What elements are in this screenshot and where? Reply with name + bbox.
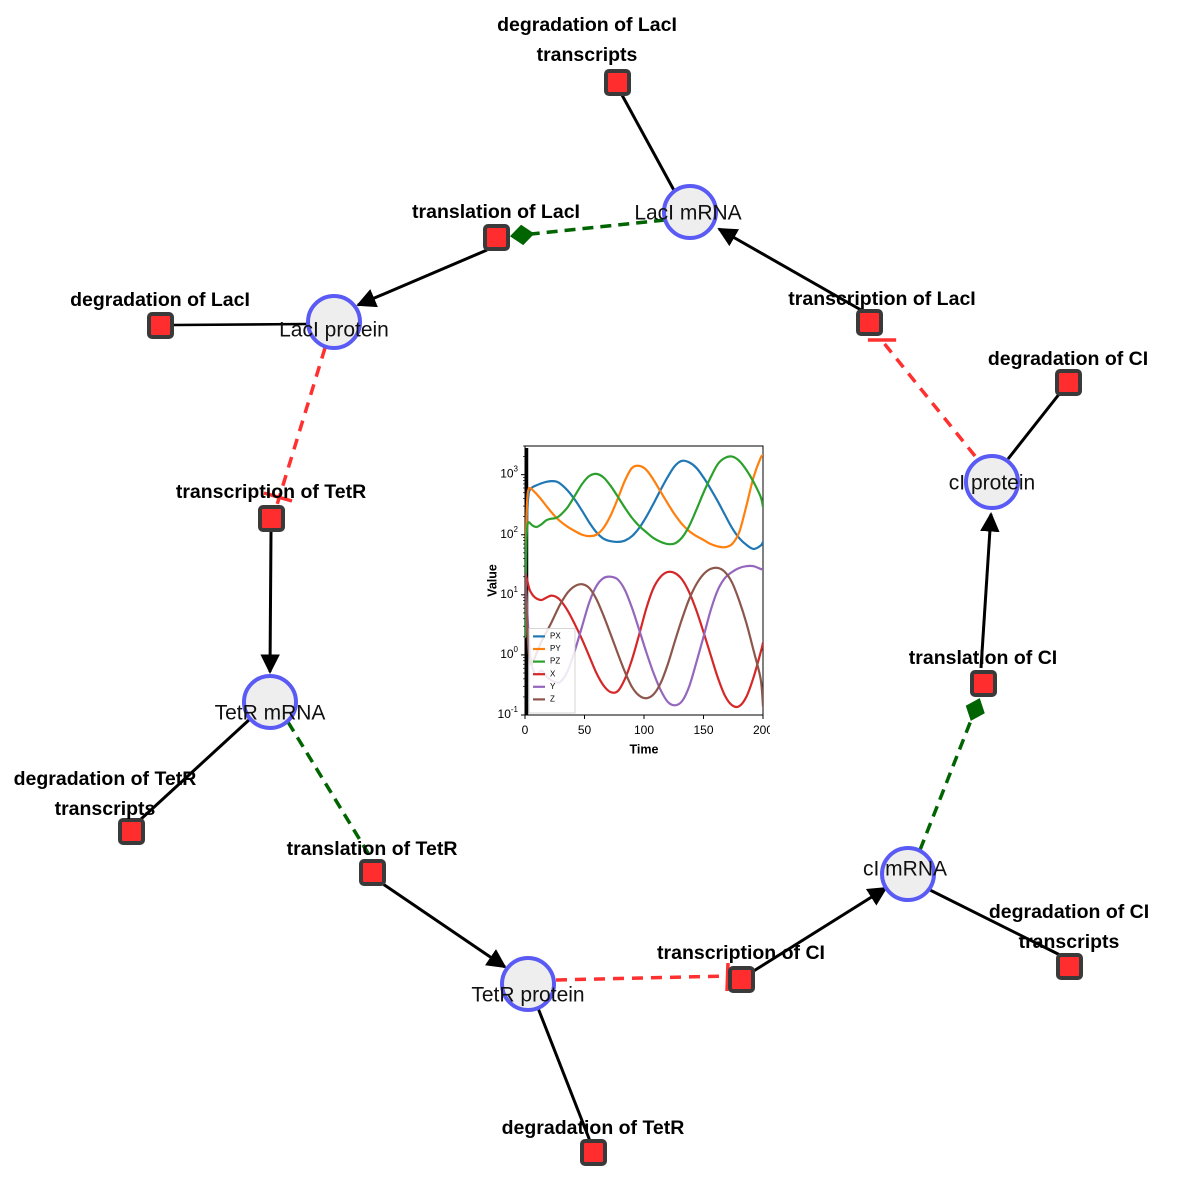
chart-line-PX bbox=[525, 459, 763, 638]
edge-ci-mrna-to-translation-ci bbox=[918, 698, 985, 851]
legend-label-Y: Y bbox=[550, 682, 556, 691]
reaction-node-degradation-ci-transcripts[interactable] bbox=[1056, 953, 1083, 980]
reaction-label-transcription-tetr: transcription of TetR bbox=[176, 481, 366, 503]
edge-layer bbox=[138, 94, 1062, 1142]
species-node-tetr-protein[interactable] bbox=[500, 956, 556, 1012]
legend-label-Z: Z bbox=[550, 695, 555, 704]
reaction-node-transcription-laci[interactable] bbox=[856, 309, 883, 336]
edge-laci-mrna-to-translation-laci bbox=[509, 218, 666, 246]
edge-deg-laci-transcripts-to-laci-mrna bbox=[620, 94, 678, 195]
reaction-label-degradation-tetr: degradation of TetR bbox=[502, 1117, 685, 1139]
species-label-ci-protein: cI protein bbox=[949, 472, 1035, 495]
species-node-tetr-mrna[interactable] bbox=[242, 674, 298, 730]
reaction-node-translation-tetr[interactable] bbox=[359, 859, 386, 886]
reaction-label-degradation-laci-transcripts-line2: transcripts bbox=[537, 44, 638, 66]
legend-label-PY: PY bbox=[550, 644, 561, 653]
reaction-label-degradation-ci-transcripts-line2: transcripts bbox=[1019, 931, 1120, 953]
species-label-ci-mrna: cI mRNA bbox=[863, 858, 947, 881]
reaction-label-degradation-tetr-transcripts-line2: transcripts bbox=[55, 798, 156, 820]
species-layer bbox=[242, 184, 1020, 1012]
reaction-node-degradation-ci[interactable] bbox=[1055, 369, 1082, 396]
legend-label-X: X bbox=[550, 669, 556, 678]
edge-transcription-ci-to-ci-mrna bbox=[751, 886, 888, 974]
species-label-tetr-protein: TetR protein bbox=[471, 984, 584, 1007]
species-label-layer: LacI mRNA LacI protein TetR mRNA TetR pr… bbox=[215, 202, 1036, 1007]
edge-translation-tetr-to-tetr-protein bbox=[382, 882, 507, 969]
y-axis-title: Value bbox=[485, 564, 499, 597]
inhibition-tee-transcription-tetr bbox=[263, 491, 293, 503]
chart-legend: PX PY PZ XYZ bbox=[528, 627, 576, 714]
edge-transcription-tetr-to-tetr-mrna bbox=[260, 531, 280, 674]
edge-deg-laci-to-laci-protein bbox=[173, 322, 309, 327]
y-tick-label-0: 10-1 bbox=[498, 705, 519, 721]
inset-chart-panel: 10-1 100 101 102 103 0 50 100 150 200 Time Value PX P… bbox=[477, 435, 770, 765]
inhibition-tee-transcription-ci bbox=[725, 962, 730, 992]
reaction-label-degradation-ci-transcripts-line1: degradation of CI bbox=[989, 901, 1149, 923]
x-tick-label-2: 100 bbox=[634, 723, 654, 737]
reaction-layer bbox=[118, 69, 1083, 1166]
x-tick-label-4: 200 bbox=[753, 723, 770, 737]
edge-laci-protein-to-transcription-tetr bbox=[274, 347, 327, 509]
reaction-label-translation-laci: translation of LacI bbox=[412, 201, 580, 223]
x-axis-title: Time bbox=[630, 742, 659, 756]
legend-label-PX: PX bbox=[550, 632, 561, 641]
reaction-label-translation-ci: translation of CI bbox=[909, 647, 1057, 669]
reaction-node-translation-laci[interactable] bbox=[483, 224, 510, 251]
chart-line-PZ bbox=[525, 455, 763, 638]
edge-transcription-laci-to-laci-mrna bbox=[717, 227, 862, 312]
y-tick-label-3: 102 bbox=[500, 525, 518, 541]
reaction-label-translation-tetr: translation of TetR bbox=[287, 838, 458, 860]
chart-line-X bbox=[525, 570, 763, 709]
species-node-laci-mrna[interactable] bbox=[662, 184, 718, 240]
inhibition-tee-transcription-laci bbox=[867, 338, 897, 342]
x-tick-label-3: 150 bbox=[693, 723, 713, 737]
edge-translation-ci-to-ci-protein bbox=[979, 512, 1000, 669]
reaction-node-degradation-laci-transcripts[interactable] bbox=[604, 69, 631, 96]
reaction-label-degradation-laci-transcripts-line1: degradation of LacI bbox=[497, 14, 677, 36]
reaction-node-degradation-tetr-transcripts[interactable] bbox=[118, 818, 145, 845]
reaction-node-degradation-laci[interactable] bbox=[147, 312, 174, 339]
chart-line-PY bbox=[525, 454, 763, 638]
y-tick-label-4: 103 bbox=[500, 465, 518, 481]
edge-ci-protein-to-transcription-laci bbox=[881, 340, 977, 458]
species-label-tetr-mrna: TetR mRNA bbox=[215, 702, 326, 725]
y-tick-label-2: 101 bbox=[500, 585, 518, 601]
x-tick-label-1: 50 bbox=[578, 723, 592, 737]
edge-tetr-mrna-to-deg-tetr-transcripts bbox=[138, 717, 252, 822]
edge-deg-ci-to-ci-protein bbox=[1006, 392, 1062, 460]
species-node-laci-protein[interactable] bbox=[306, 294, 362, 350]
reaction-node-translation-ci[interactable] bbox=[970, 670, 997, 697]
legend-label-PZ: PZ bbox=[550, 657, 560, 666]
species-label-laci-protein: LacI protein bbox=[279, 319, 389, 342]
reaction-label-transcription-laci: transcription of LacI bbox=[788, 288, 975, 310]
edge-translation-laci-to-laci-protein bbox=[356, 248, 488, 308]
x-tick-label-0: 0 bbox=[522, 723, 529, 737]
edge-tetr-protein-to-deg-tetr bbox=[536, 1007, 592, 1142]
reaction-label-transcription-ci: transcription of CI bbox=[657, 942, 825, 964]
reaction-label-layer: degradation of LacI transcripts translat… bbox=[14, 14, 1150, 1139]
edge-tetr-mrna-to-translation-tetr bbox=[286, 721, 373, 859]
species-node-ci-mrna[interactable] bbox=[880, 846, 936, 902]
reaction-node-transcription-tetr[interactable] bbox=[258, 505, 285, 532]
y-tick-label-1: 100 bbox=[500, 645, 518, 661]
species-node-ci-protein[interactable] bbox=[964, 454, 1020, 510]
reaction-node-degradation-tetr[interactable] bbox=[580, 1139, 607, 1166]
species-label-laci-mrna: LacI mRNA bbox=[634, 202, 741, 225]
reaction-label-degradation-laci: degradation of LacI bbox=[70, 289, 250, 311]
edge-tetr-protein-to-transcription-ci bbox=[555, 974, 730, 982]
reaction-node-transcription-ci[interactable] bbox=[728, 966, 755, 993]
reaction-label-degradation-tetr-transcripts-line1: degradation of TetR bbox=[14, 768, 197, 790]
edge-ci-mrna-to-deg-ci-transcripts bbox=[927, 887, 1061, 957]
reaction-label-degradation-ci: degradation of CI bbox=[988, 348, 1148, 370]
